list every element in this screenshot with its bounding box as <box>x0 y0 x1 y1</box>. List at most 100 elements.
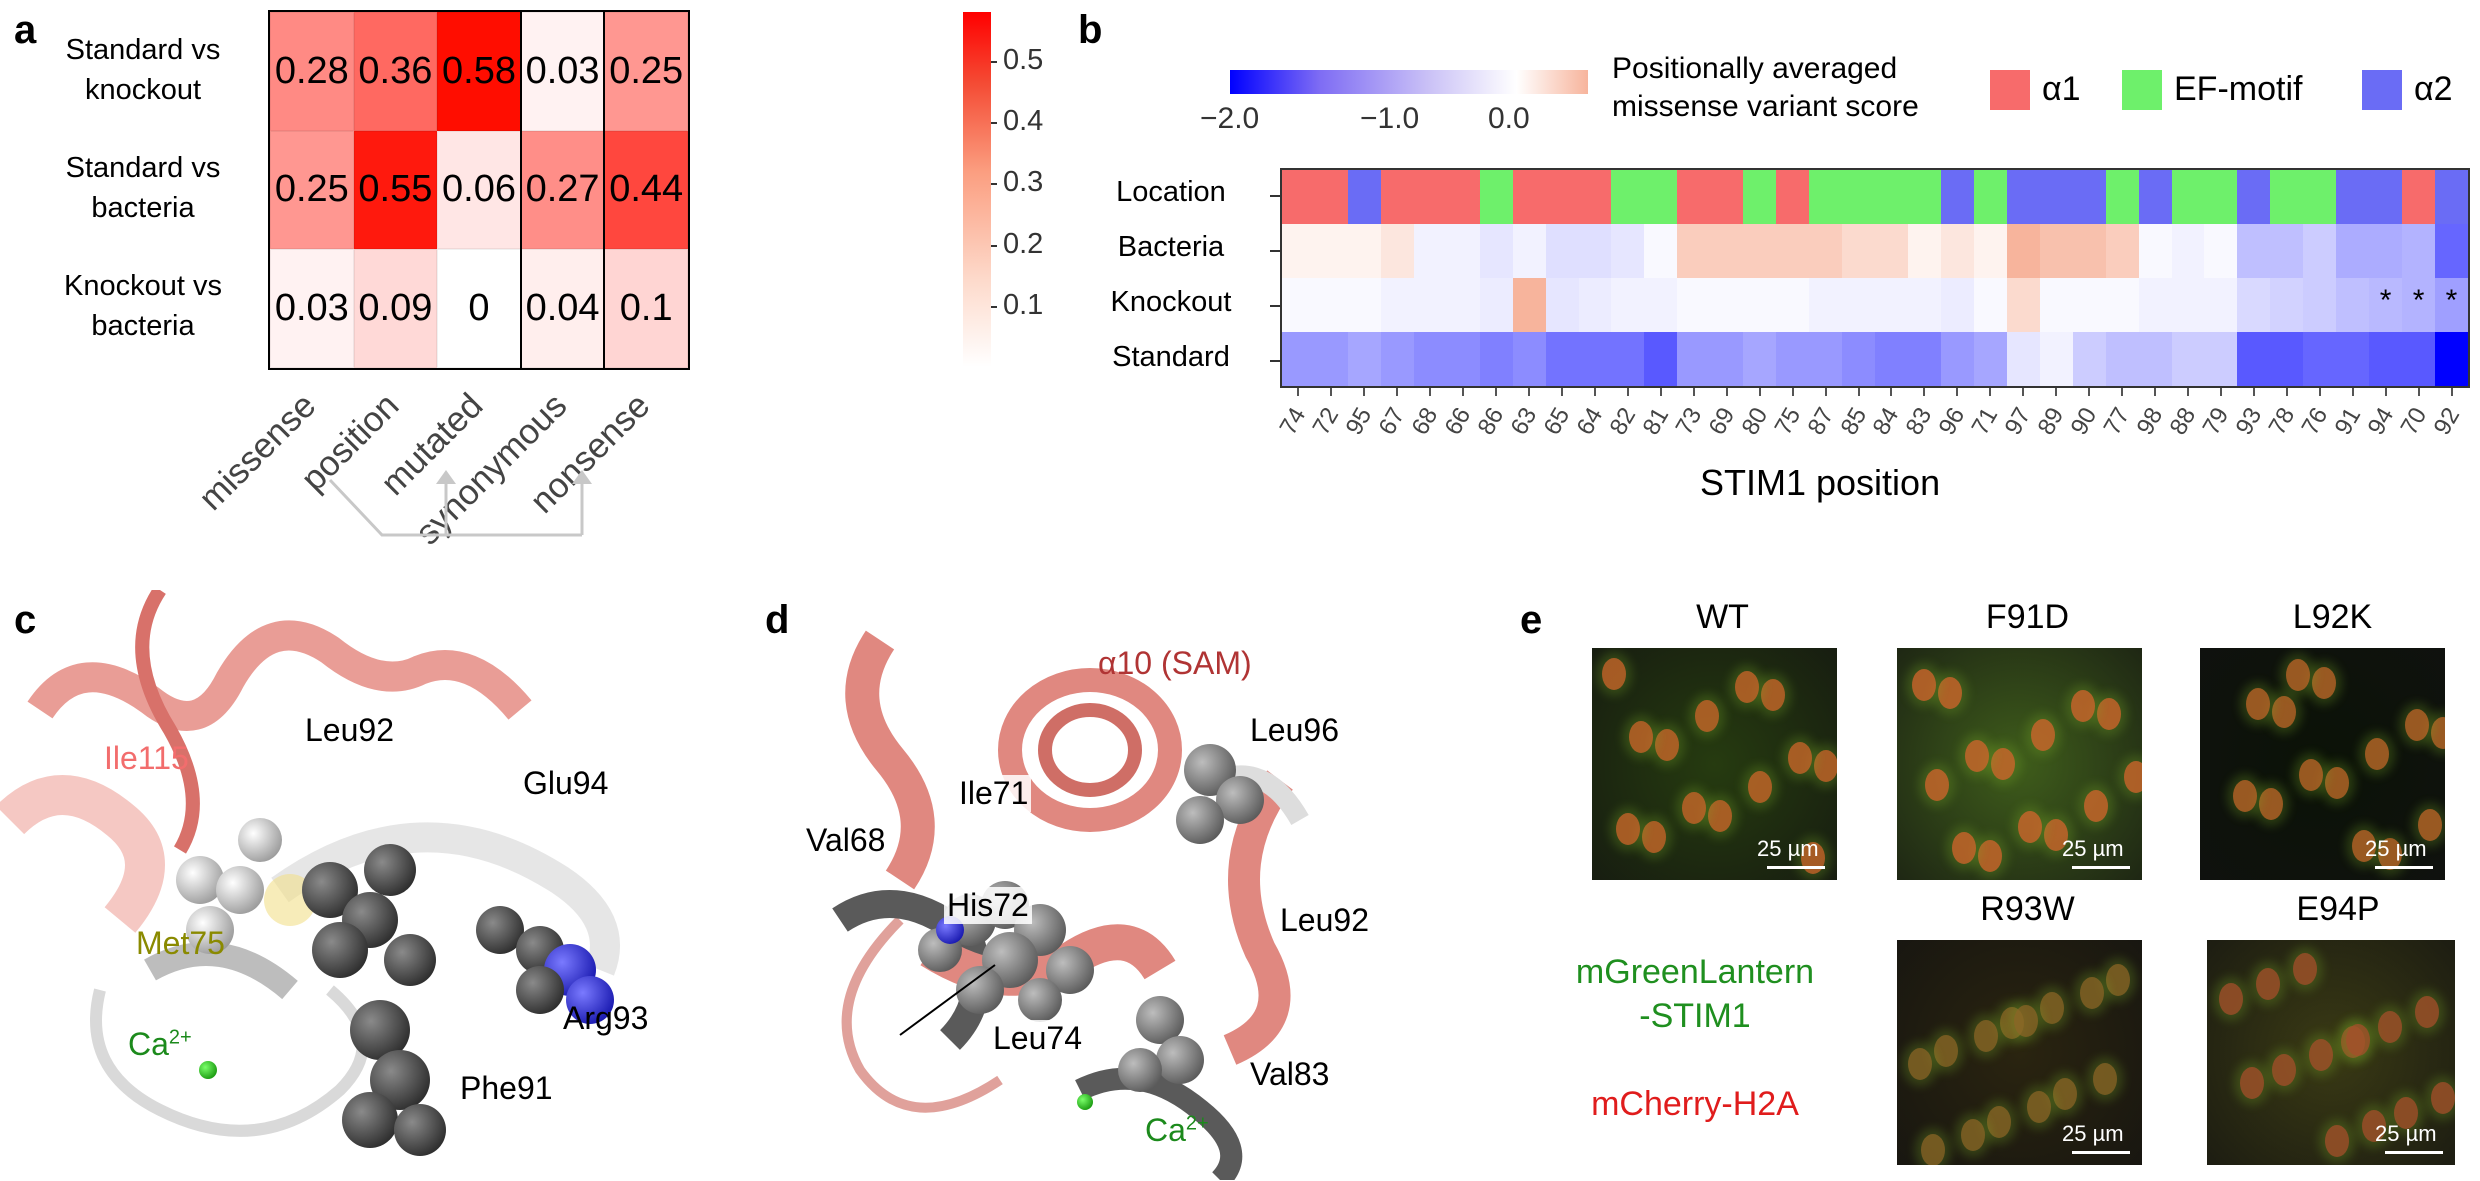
cell-nucleus <box>2365 738 2389 770</box>
score-cell <box>1644 332 1678 386</box>
cell-nucleus <box>2053 1078 2077 1110</box>
score-cell <box>1347 224 1382 278</box>
position-label: 75 <box>1769 403 1806 440</box>
score-cell <box>2138 278 2172 332</box>
score-cell <box>2303 332 2337 386</box>
location-cell <box>2105 170 2140 224</box>
position-tick-mark <box>1495 388 1498 396</box>
score-cell <box>2006 332 2041 386</box>
cell-nucleus <box>2080 977 2104 1009</box>
score-cell <box>2270 278 2304 332</box>
heatmap-cell: 0.58 <box>437 12 521 131</box>
label-met75: Met75 <box>136 925 225 961</box>
cell-nucleus <box>1938 677 1962 709</box>
scale-bar-label: 25 µm <box>2062 836 2124 861</box>
legend-label: EF-motif <box>2174 70 2303 108</box>
cell-nucleus <box>2352 830 2376 862</box>
cell-nucleus <box>1682 792 1706 824</box>
location-cell <box>2006 170 2041 224</box>
score-cell <box>1644 278 1678 332</box>
scale-bar <box>2072 866 2130 869</box>
score-cell <box>1776 224 1810 278</box>
legend-swatch <box>2362 70 2402 110</box>
score-cell <box>1611 332 1645 386</box>
score-cell <box>1973 224 2008 278</box>
score-cell <box>2204 278 2238 332</box>
score-cell <box>2435 224 2468 278</box>
score-cell <box>2336 332 2370 386</box>
location-cell <box>1413 170 1448 224</box>
location-cell <box>1512 170 1547 224</box>
calcium-ion-d <box>1077 1094 1093 1110</box>
heatmap-cell: 0.28 <box>270 12 354 131</box>
cell-nucleus <box>2106 964 2130 996</box>
colorbar-title-line-2: missense variant score <box>1612 90 1919 123</box>
position-tick-mark <box>1659 388 1662 396</box>
heatmap-divider <box>603 12 606 368</box>
position-tick-mark <box>1297 388 1300 396</box>
score-cell <box>1842 278 1876 332</box>
cell-nucleus <box>2219 983 2243 1015</box>
cell-nucleus <box>2031 719 2055 751</box>
score-cell <box>1842 224 1876 278</box>
score-cell <box>1875 224 1909 278</box>
score-cell <box>1875 332 1909 386</box>
heatmap-divider <box>519 12 522 368</box>
score-cell <box>1282 224 1316 278</box>
location-cell <box>1314 170 1349 224</box>
location-cell <box>1282 170 1316 224</box>
cell-nucleus <box>1925 769 1949 801</box>
position-tick-mark <box>2088 388 2091 396</box>
score-cell <box>2006 278 2041 332</box>
position-label: 91 <box>2329 403 2366 440</box>
score-cell <box>1347 278 1382 332</box>
position-tick-mark <box>1626 388 1629 396</box>
heatmap-cell: 0.25 <box>270 130 354 250</box>
score-cell <box>1578 332 1612 386</box>
panel-a-colorbar <box>963 12 991 367</box>
colorbar-title-line-1: Positionally averaged <box>1612 52 1898 85</box>
location-cell <box>2303 170 2337 224</box>
position-tick-mark <box>1758 388 1761 396</box>
row-label-line: Standard vs <box>65 152 221 184</box>
score-cell <box>2138 224 2172 278</box>
position-tick-mark <box>1462 388 1465 396</box>
position-tick-mark <box>1692 388 1695 396</box>
cell-nucleus <box>2312 667 2336 699</box>
location-cell <box>1940 170 1975 224</box>
heatmap-cell: 0.09 <box>353 249 438 368</box>
score-cell <box>2237 224 2271 278</box>
location-cell <box>1545 170 1579 224</box>
row-tick-mark <box>1270 305 1280 307</box>
panel-c-letter: c <box>14 598 37 642</box>
cell-nucleus <box>1655 729 1679 761</box>
scale-bar-label: 25 µm <box>2062 1121 2124 1146</box>
location-cell <box>2138 170 2172 224</box>
heatmap-cell: 0.03 <box>270 249 354 368</box>
label-arg93: Arg93 <box>563 1000 649 1036</box>
scale-bar <box>2072 1151 2130 1154</box>
score-cell <box>1644 224 1678 278</box>
significance-star: * <box>2445 284 2458 317</box>
score-cell <box>1743 278 1777 332</box>
location-cell <box>1743 170 1777 224</box>
score-cell <box>1446 278 1481 332</box>
location-cell <box>2336 170 2370 224</box>
score-cell <box>2435 278 2468 332</box>
location-cell <box>2072 170 2107 224</box>
score-cell <box>2072 332 2107 386</box>
colorbar-tick-mark <box>991 305 997 308</box>
cell-nucleus <box>1788 742 1812 774</box>
heatmap-row-label: Knockout vs bacteria <box>28 266 258 346</box>
score-cell <box>1907 224 1942 278</box>
position-label: 94 <box>2362 403 2399 440</box>
location-cell <box>1677 170 1711 224</box>
score-cell <box>2336 278 2370 332</box>
score-cell <box>2402 332 2436 386</box>
heatmap-row-label: Standard <box>1112 341 1230 373</box>
score-cell <box>1940 278 1975 332</box>
row-label-line: Knockout vs <box>64 270 222 302</box>
cell-nucleus <box>2431 1082 2455 1114</box>
score-cell <box>1380 278 1415 332</box>
cell-nucleus <box>1961 1119 1985 1151</box>
